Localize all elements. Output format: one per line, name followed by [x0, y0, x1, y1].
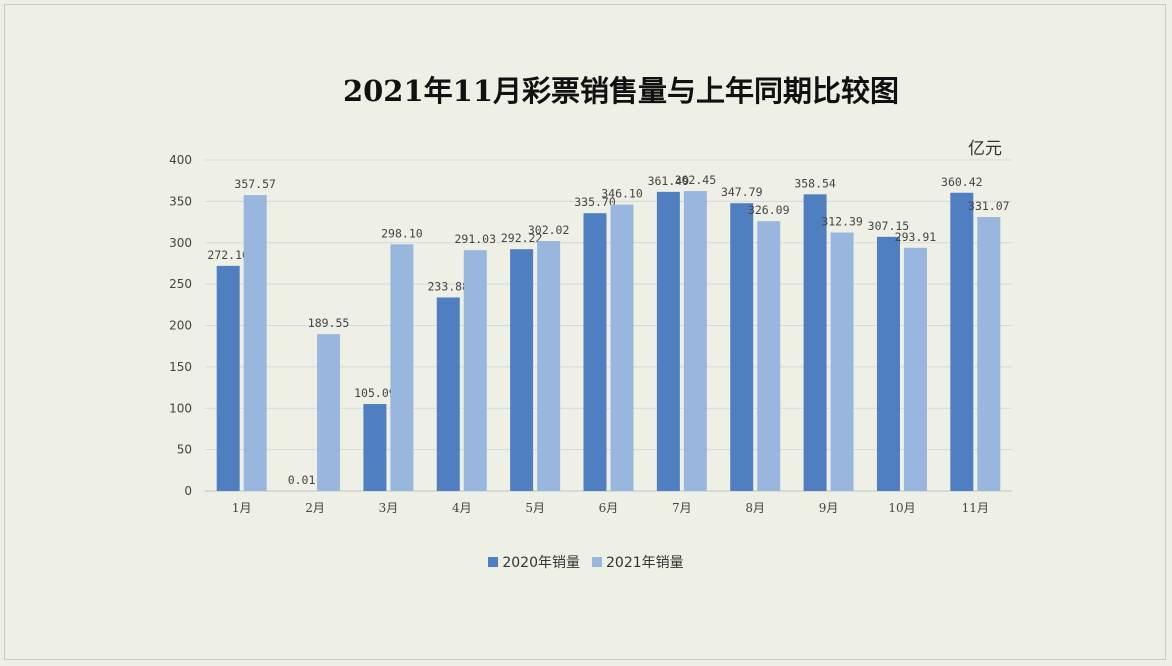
y-tick-label: 350 — [169, 194, 192, 208]
data-label: 307.15 — [868, 219, 910, 233]
bar-2020 — [363, 404, 387, 491]
chart-title: 2021年11月彩票销售量与上年同期比较图 — [342, 74, 900, 108]
data-label: 0.01 — [288, 473, 316, 487]
data-label: 292.22 — [501, 231, 543, 245]
legend-item-2021: 2021年销量 — [592, 552, 684, 572]
bar-2020 — [803, 194, 827, 491]
y-tick-label: 200 — [169, 319, 192, 333]
legend-swatch-2021 — [592, 557, 602, 567]
bar-2020 — [950, 192, 974, 492]
unit-label: 亿元 — [968, 139, 1002, 159]
y-tick-label: 250 — [169, 277, 192, 291]
bar-2020 — [656, 191, 680, 492]
data-label: 346.10 — [601, 187, 643, 201]
data-label: 357.57 — [234, 177, 276, 191]
data-label: 293.91 — [895, 230, 937, 244]
bar-2020 — [730, 203, 754, 491]
data-label: 189.55 — [308, 316, 350, 330]
bar-2021 — [683, 191, 707, 491]
bar-2020 — [876, 236, 900, 491]
x-tick-label: 3月 — [379, 501, 399, 515]
x-tick-label: 4月 — [452, 501, 472, 515]
y-tick-label: 100 — [169, 401, 192, 415]
data-label: 326.09 — [748, 203, 790, 217]
bar-2021 — [317, 334, 341, 491]
bar-2021 — [390, 244, 414, 491]
y-tick-label: 400 — [169, 153, 192, 167]
legend-swatch-2020 — [488, 557, 499, 567]
data-label: 331.07 — [968, 199, 1010, 213]
x-tick-label: 11月 — [962, 501, 989, 515]
data-label: 105.09 — [354, 386, 396, 400]
bar-2020 — [583, 213, 607, 491]
y-tick-label: 50 — [177, 443, 192, 457]
data-label: 358.54 — [794, 176, 836, 190]
bar-2021 — [537, 241, 561, 491]
x-tick-label: 2月 — [305, 501, 325, 515]
data-label: 272.10 — [207, 248, 249, 262]
bar-2021 — [463, 250, 487, 491]
bar-2020 — [510, 249, 534, 491]
bar-2021 — [243, 195, 267, 491]
data-label: 360.42 — [941, 175, 983, 189]
y-tick-label: 150 — [169, 360, 192, 374]
data-label: 361.49 — [648, 174, 690, 188]
data-label: 312.39 — [821, 214, 863, 228]
legend-label-2021: 2021年销量 — [606, 555, 684, 571]
data-label: 233.88 — [427, 279, 469, 293]
legend-label-2020: 2020年销量 — [502, 555, 580, 571]
x-tick-label: 10月 — [888, 501, 915, 515]
data-label: 335.70 — [574, 195, 616, 209]
data-label: 302.02 — [528, 223, 570, 237]
bar-2021 — [830, 232, 854, 492]
bar-2021 — [903, 247, 927, 491]
bar-2021 — [977, 217, 1001, 491]
legend: 2020年销量 2021年销量 — [0, 552, 1172, 572]
bar-2021 — [610, 204, 634, 492]
x-tick-label: 9月 — [819, 501, 839, 515]
bar-2021 — [757, 221, 781, 491]
data-label: 362.45 — [675, 173, 717, 187]
y-tick-label: 300 — [169, 236, 192, 250]
x-tick-label: 5月 — [525, 501, 545, 515]
x-tick-label: 1月 — [232, 501, 252, 515]
legend-item-2020: 2020年销量 — [488, 552, 580, 572]
x-tick-label: 8月 — [745, 501, 765, 515]
data-label: 347.79 — [721, 185, 763, 199]
x-tick-label: 6月 — [599, 501, 619, 515]
bar-2020 — [436, 297, 460, 491]
data-label: 298.10 — [381, 226, 423, 240]
data-label: 291.03 — [454, 232, 496, 246]
x-tick-label: 7月 — [672, 501, 692, 515]
y-tick-label: 0 — [184, 484, 192, 498]
bar-2020 — [216, 265, 240, 491]
